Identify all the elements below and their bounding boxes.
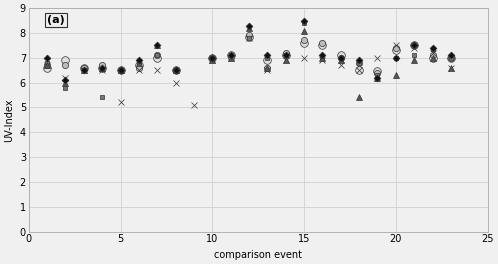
Text: (a): (a) xyxy=(47,15,65,25)
Y-axis label: UV-Index: UV-Index xyxy=(4,98,14,142)
X-axis label: comparison event: comparison event xyxy=(214,250,302,260)
